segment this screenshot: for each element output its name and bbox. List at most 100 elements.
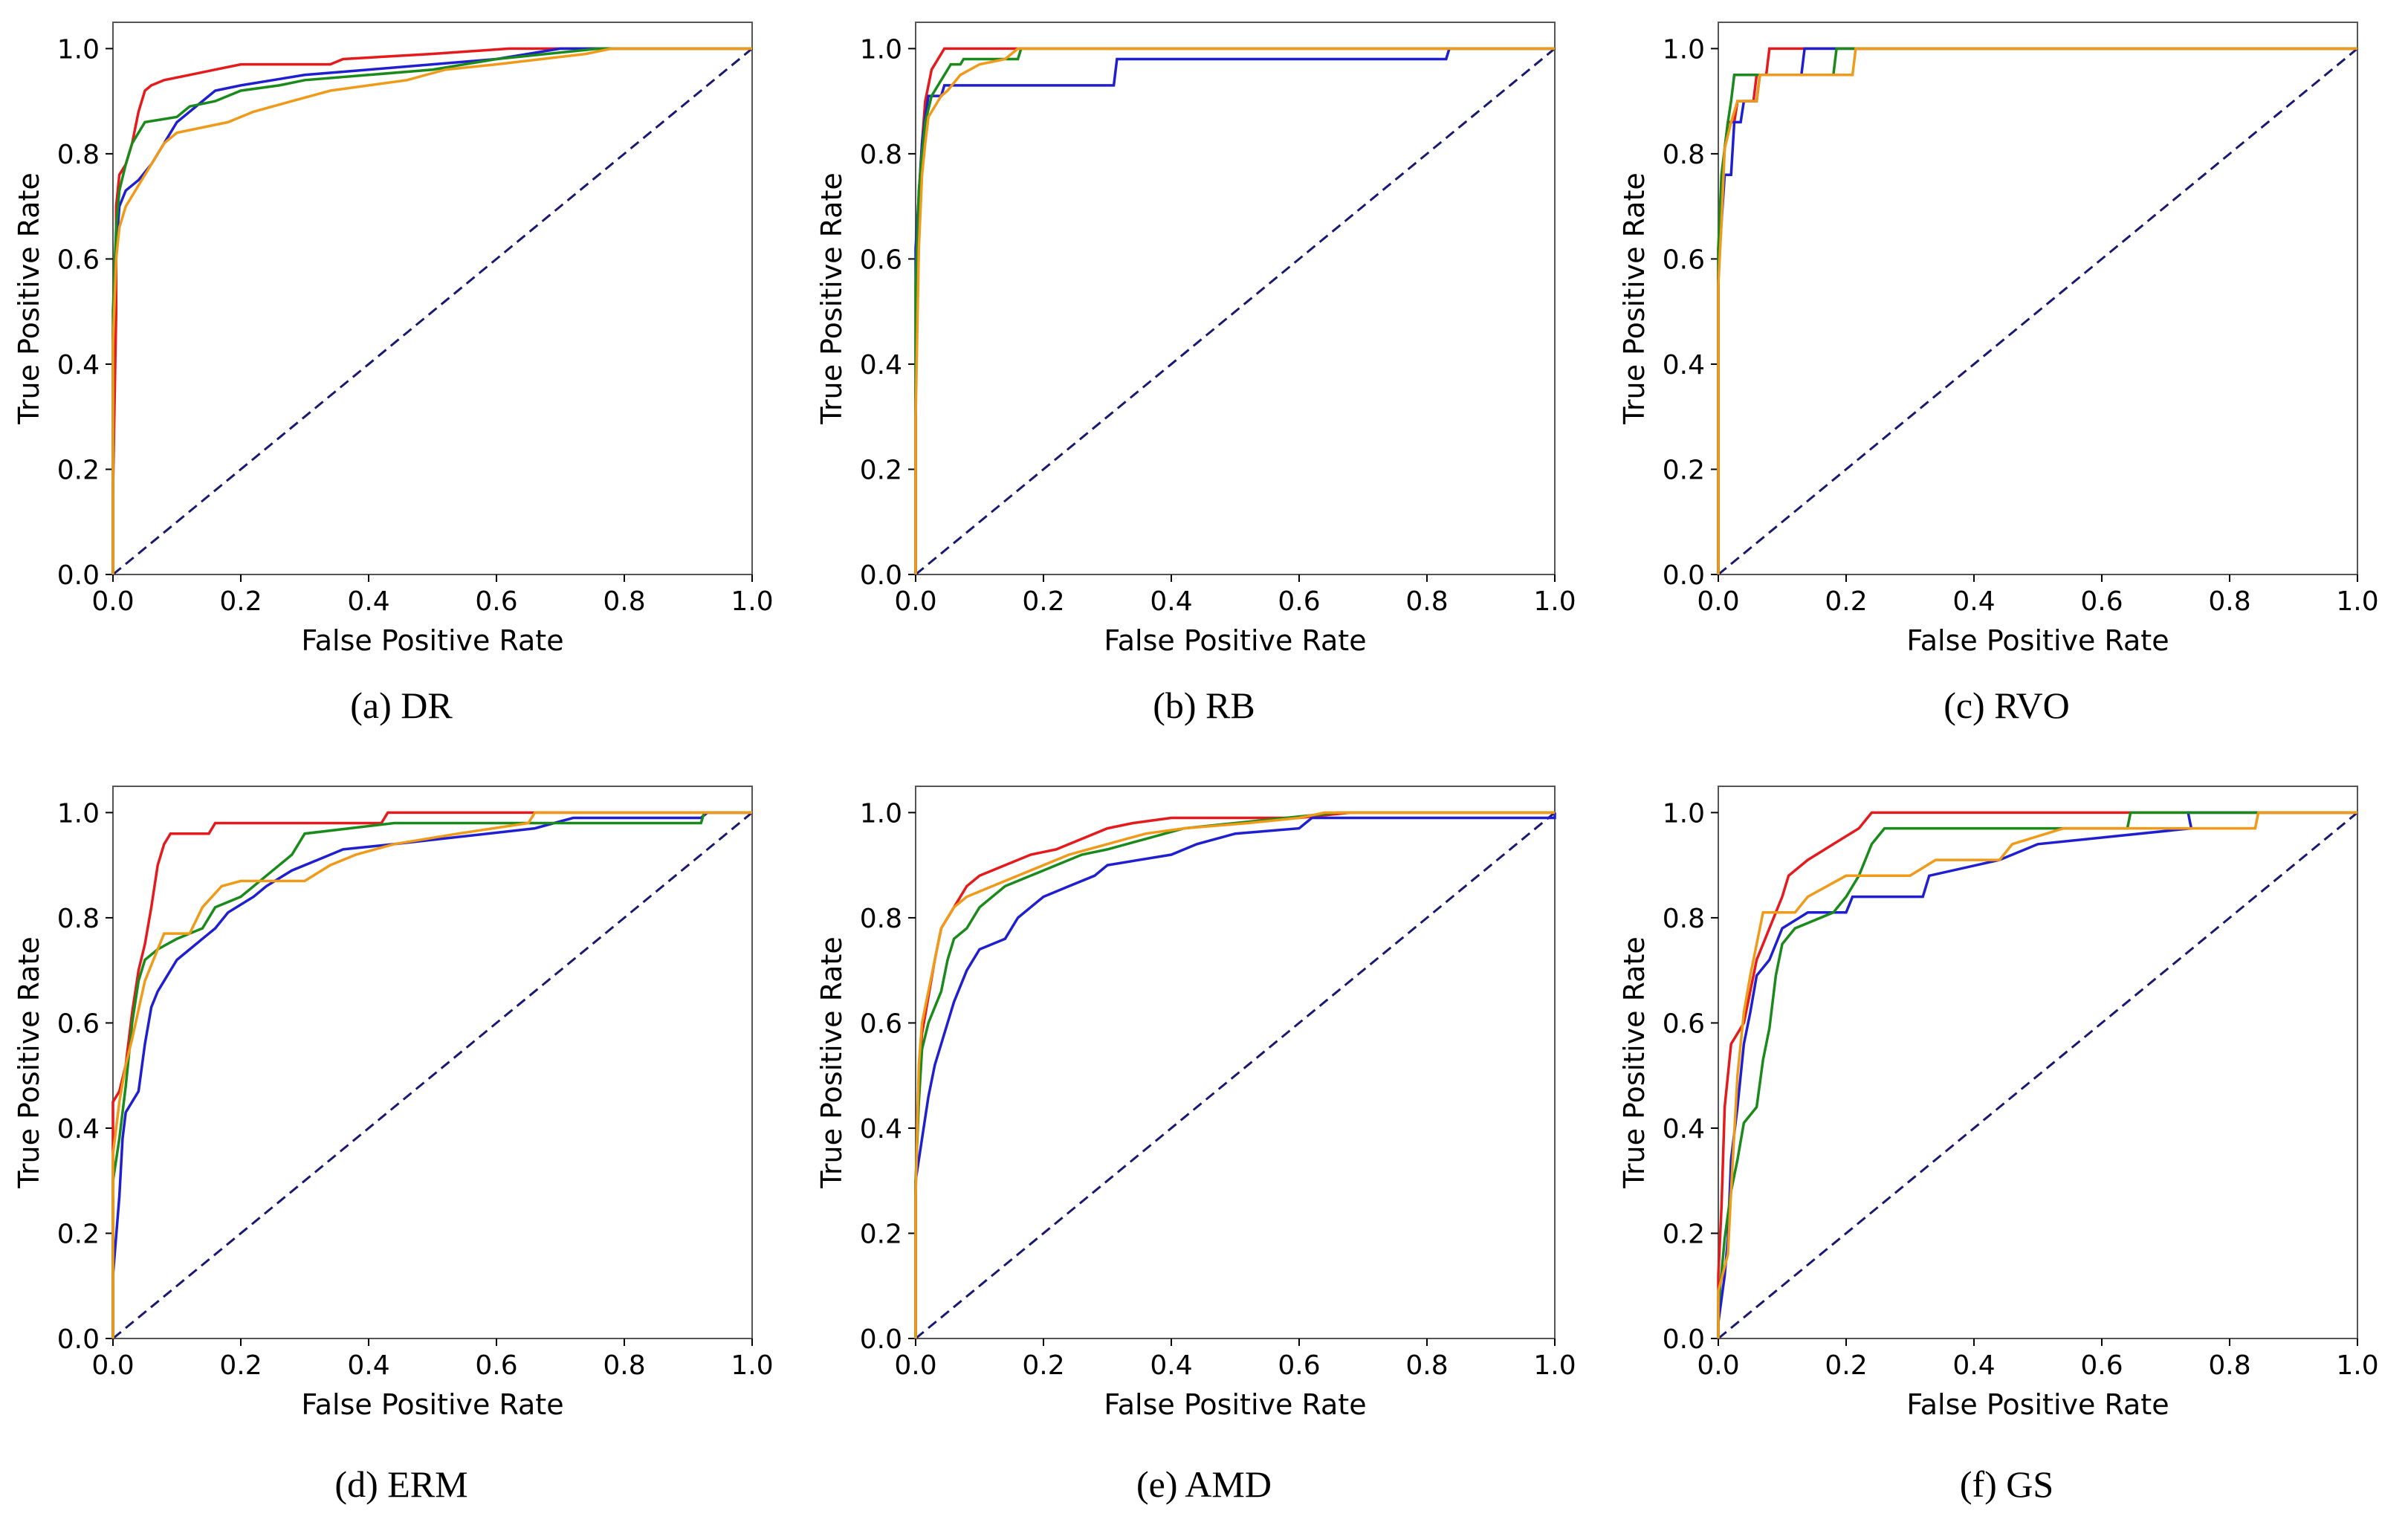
y-tick-label: 0.0 [57,1324,100,1355]
x-tick-label: 0.8 [1405,1350,1448,1381]
panel-dr: 0.0 0.2 0.4 0.6 0.8 1.0 0.0 0.2 0.4 0.6 0.8 1.0 Fals… [0,0,803,764]
x-tick-label: 0.2 [1825,586,1867,617]
chance-diagonal-line [112,812,753,1340]
x-tick-label: 0.6 [1278,586,1320,617]
x-tick-label: 0.2 [219,1350,262,1381]
chance-diagonal-line [1718,812,2358,1340]
x-tick-label: 0.6 [475,586,517,617]
y-tick-label: 0.4 [860,1114,902,1145]
y-tick-label: 0.6 [57,245,100,275]
y-tick-label: 0.4 [1663,1114,1705,1145]
roc-curve-series-1 [914,811,1555,1338]
roc-plot-rb: 0.0 0.2 0.4 0.6 0.8 1.0 0.0 0.2 0.4 0.6 0.8 1.0 Fals… [815,22,1576,657]
x-tick-label: 0.8 [603,586,645,617]
x-tick-label: 0.2 [219,586,262,617]
plot-frame [112,786,753,1339]
x-tick-label: 0.8 [2208,1350,2250,1381]
roc-curve-series-3 [111,47,752,574]
y-tick-label: 0.0 [57,560,100,591]
x-tick-label: 1.0 [2336,586,2378,617]
y-axis-label: True Positive Rate [815,172,848,425]
x-tick-label: 0.8 [603,1350,645,1381]
x-tick-label: 0.6 [2080,1350,2123,1381]
y-tick-label: 0.8 [1663,904,1705,934]
y-tick-label: 0.2 [1663,1219,1705,1249]
x-tick-label: 0.4 [1150,1350,1192,1381]
y-tick-label: 0.4 [1663,350,1705,381]
y-tick-label: 0.0 [860,1324,902,1355]
x-tick-label: 0.8 [2208,586,2250,617]
roc-curve-series-4 [914,811,1555,1338]
panel-rvo: 0.0 0.2 0.4 0.6 0.8 1.0 0.0 0.2 0.4 0.6 0.8 1.0 Fals… [1605,0,2408,764]
caption-rb: (b) RB [1153,684,1255,726]
x-tick-label: 0.8 [1405,586,1448,617]
roc-curve-series-3 [111,811,752,1338]
y-axis-label: True Positive Rate [815,936,848,1189]
x-tick-label: 1.0 [731,586,773,617]
x-tick-label: 0.4 [1952,586,1995,617]
x-tick-label: 0.2 [1022,1350,1064,1381]
roc-curve-series-2 [111,811,752,1338]
chance-diagonal-line [1718,48,2358,576]
y-tick-label: 0.6 [860,1009,902,1039]
y-tick-label: 0.0 [860,560,902,591]
y-tick-label: 0.2 [57,1219,100,1249]
y-tick-label: 0.4 [57,1114,100,1145]
y-tick-label: 0.2 [57,455,100,485]
y-tick-label: 0.8 [860,140,902,170]
roc-plot-rvo: 0.0 0.2 0.4 0.6 0.8 1.0 0.0 0.2 0.4 0.6 0.8 1.0 Fals… [1618,22,2379,657]
x-tick-label: 0.4 [347,586,389,617]
plot-frame [915,786,1556,1339]
y-axis-label: True Positive Rate [13,936,45,1189]
x-axis-label: False Positive Rate [1906,1388,2169,1421]
x-axis-label: False Positive Rate [301,1388,563,1421]
x-tick-label: 0.0 [91,1350,134,1381]
roc-plot-amd: 0.0 0.2 0.4 0.6 0.8 1.0 0.0 0.2 0.4 0.6 0.8 1.0 Fals… [815,786,1576,1421]
roc-curve-series-1 [1717,811,2357,1338]
plot-frame [1718,786,2358,1339]
chance-diagonal-line [915,812,1556,1340]
y-tick-label: 0.6 [1663,1009,1705,1039]
y-tick-label: 1.0 [57,34,100,65]
y-tick-label: 0.8 [1663,140,1705,170]
roc-curve-series-1 [111,47,752,574]
y-tick-label: 1.0 [1663,798,1705,829]
caption-dr: (a) DR [350,684,453,726]
x-tick-label: 0.4 [1952,1350,1995,1381]
y-tick-label: 0.4 [860,350,902,381]
chance-diagonal-line [112,48,753,576]
y-tick-label: 0.0 [1663,1324,1705,1355]
panel-amd: 0.0 0.2 0.4 0.6 0.8 1.0 0.0 0.2 0.4 0.6 0.8 1.0 Fals… [803,764,1605,1528]
caption-amd: (e) AMD [1136,1463,1272,1505]
y-axis-label: True Positive Rate [1618,936,1651,1189]
y-tick-label: 0.6 [57,1009,100,1039]
x-tick-label: 0.6 [475,1350,517,1381]
chance-diagonal-line [915,48,1556,576]
roc-curve-series-4 [111,811,752,1338]
y-tick-label: 1.0 [860,798,902,829]
roc-curve-series-3 [914,47,1555,574]
plot-frame [915,22,1556,575]
y-tick-label: 1.0 [1663,34,1705,65]
x-tick-label: 0.0 [91,586,134,617]
caption-erm: (d) ERM [334,1463,468,1505]
x-axis-label: False Positive Rate [1906,624,2169,657]
roc-curve-series-4 [914,47,1555,574]
x-tick-label: 0.4 [347,1350,389,1381]
x-tick-label: 0.2 [1022,586,1064,617]
y-tick-label: 0.6 [860,245,902,275]
x-tick-label: 0.0 [894,586,936,617]
x-axis-label: False Positive Rate [301,624,563,657]
roc-curve-series-4 [111,47,752,574]
x-axis-label: False Positive Rate [1104,624,1366,657]
y-tick-label: 1.0 [57,798,100,829]
x-tick-label: 1.0 [1533,1350,1576,1381]
y-tick-label: 0.8 [57,904,100,934]
x-tick-label: 1.0 [2336,1350,2378,1381]
x-tick-label: 0.2 [1825,1350,1867,1381]
roc-curve-series-3 [1717,47,2357,574]
caption-rvo: (c) RVO [1943,684,2070,726]
y-axis-label: True Positive Rate [13,172,45,425]
roc-curve-series-4 [1717,811,2357,1338]
